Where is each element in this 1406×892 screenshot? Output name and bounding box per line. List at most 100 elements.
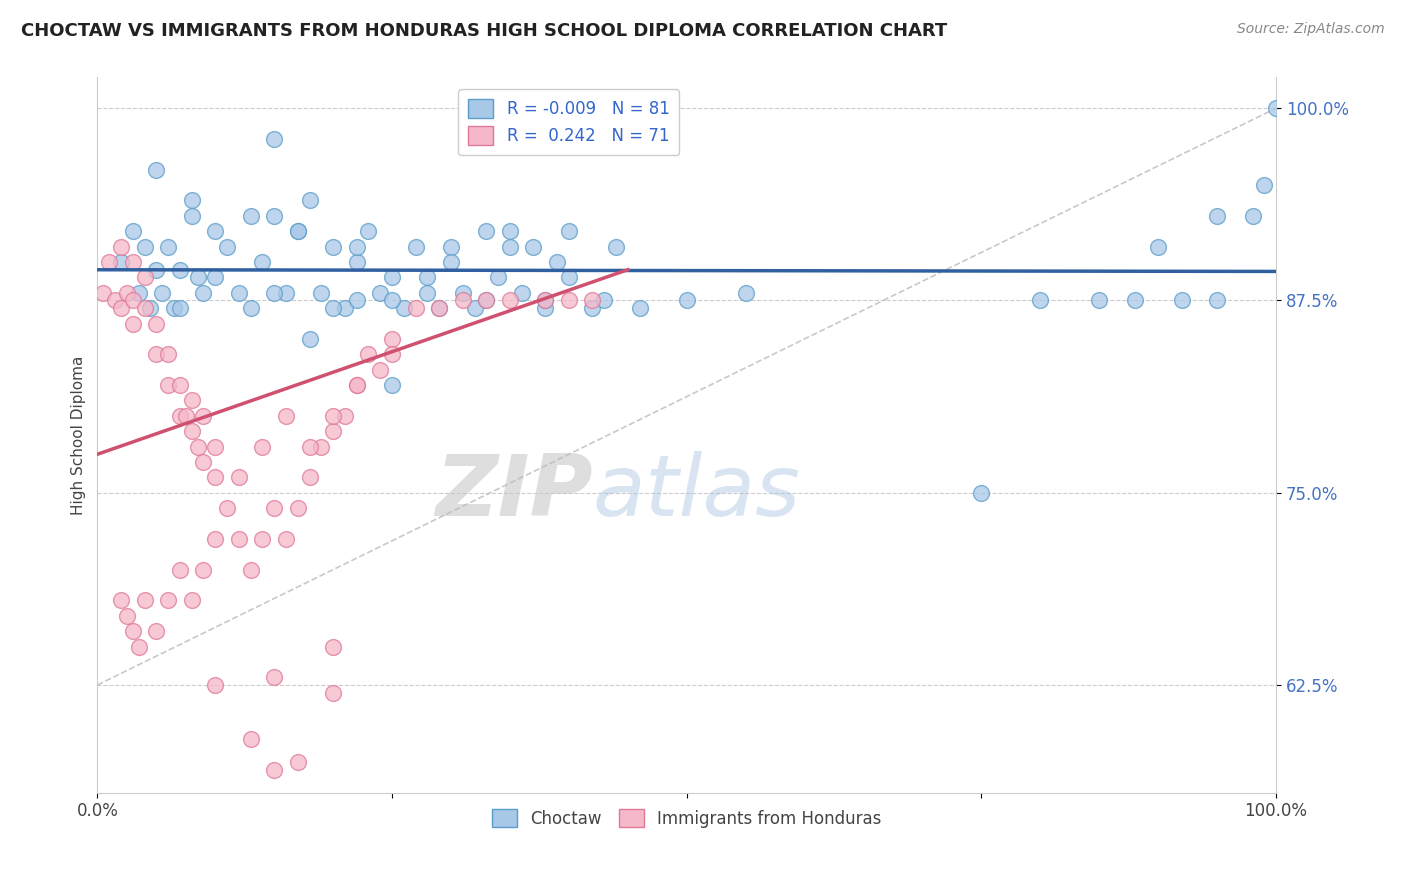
Point <box>204 270 226 285</box>
Point <box>675 293 697 308</box>
Point <box>486 270 509 285</box>
Point <box>368 285 391 300</box>
Point <box>298 440 321 454</box>
Point <box>357 224 380 238</box>
Point <box>427 301 450 315</box>
Point <box>381 270 404 285</box>
Point <box>581 301 603 315</box>
Point <box>180 393 202 408</box>
Point <box>440 239 463 253</box>
Point <box>204 470 226 484</box>
Point <box>239 209 262 223</box>
Point <box>204 532 226 546</box>
Point <box>215 501 238 516</box>
Point <box>381 293 404 308</box>
Point <box>134 301 156 315</box>
Point <box>157 347 180 361</box>
Point <box>145 262 167 277</box>
Y-axis label: High School Diploma: High School Diploma <box>72 355 86 515</box>
Point <box>346 378 368 392</box>
Point <box>381 378 404 392</box>
Point <box>150 285 173 300</box>
Point <box>228 470 250 484</box>
Point <box>357 347 380 361</box>
Point <box>322 301 344 315</box>
Point <box>970 485 993 500</box>
Point <box>368 362 391 376</box>
Point <box>322 640 344 654</box>
Point <box>274 285 297 300</box>
Point <box>174 409 197 423</box>
Point <box>110 255 132 269</box>
Point <box>157 378 180 392</box>
Point <box>204 440 226 454</box>
Point <box>98 255 121 269</box>
Point <box>252 440 274 454</box>
Point <box>134 593 156 607</box>
Point <box>1265 101 1288 115</box>
Point <box>104 293 127 308</box>
Point <box>91 285 114 300</box>
Point <box>169 409 191 423</box>
Point <box>115 608 138 623</box>
Point <box>534 293 557 308</box>
Point <box>169 563 191 577</box>
Text: ZIP: ZIP <box>434 450 592 533</box>
Point <box>187 270 209 285</box>
Point <box>628 301 651 315</box>
Point <box>392 301 415 315</box>
Point <box>1171 293 1194 308</box>
Point <box>534 293 557 308</box>
Point <box>522 239 544 253</box>
Point <box>475 293 498 308</box>
Point <box>1088 293 1111 308</box>
Point <box>1123 293 1146 308</box>
Point <box>274 409 297 423</box>
Point <box>204 678 226 692</box>
Point <box>169 378 191 392</box>
Point <box>464 301 486 315</box>
Point <box>110 239 132 253</box>
Point <box>193 455 215 469</box>
Point <box>298 194 321 208</box>
Point <box>180 209 202 223</box>
Point <box>1241 209 1264 223</box>
Point <box>333 409 356 423</box>
Point <box>311 285 333 300</box>
Point <box>121 624 143 639</box>
Point <box>734 285 756 300</box>
Point <box>440 255 463 269</box>
Point <box>121 317 143 331</box>
Point <box>169 262 191 277</box>
Point <box>475 224 498 238</box>
Point <box>252 255 274 269</box>
Point <box>193 409 215 423</box>
Point <box>263 285 285 300</box>
Point <box>451 285 474 300</box>
Point <box>558 224 581 238</box>
Point <box>263 132 285 146</box>
Point <box>298 332 321 346</box>
Point <box>169 301 191 315</box>
Point <box>416 270 439 285</box>
Point <box>346 378 368 392</box>
Point <box>558 293 581 308</box>
Point <box>157 593 180 607</box>
Point <box>1253 178 1275 193</box>
Point <box>499 224 522 238</box>
Point <box>139 301 162 315</box>
Point <box>475 293 498 308</box>
Point <box>263 209 285 223</box>
Point <box>287 755 309 769</box>
Point <box>322 686 344 700</box>
Point <box>1029 293 1052 308</box>
Point <box>416 285 439 300</box>
Point <box>287 224 309 238</box>
Point <box>145 347 167 361</box>
Point <box>193 285 215 300</box>
Point <box>605 239 627 253</box>
Point <box>134 270 156 285</box>
Point <box>115 285 138 300</box>
Point <box>1147 239 1170 253</box>
Point <box>180 424 202 438</box>
